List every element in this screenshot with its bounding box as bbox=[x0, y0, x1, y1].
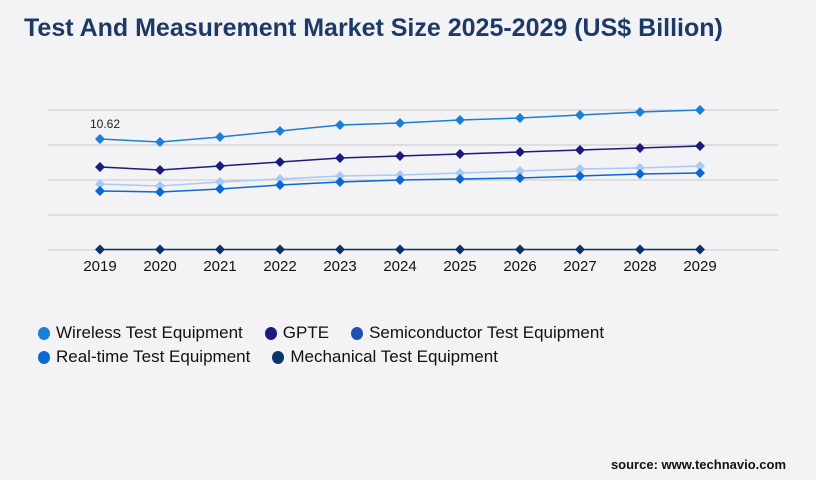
x-tick-label: 2028 bbox=[623, 258, 656, 275]
data-point bbox=[395, 151, 405, 162]
legend-label: Mechanical Test Equipment bbox=[290, 347, 498, 366]
data-point bbox=[515, 165, 525, 176]
data-point bbox=[155, 181, 165, 192]
data-point bbox=[95, 244, 105, 255]
data-point bbox=[95, 185, 105, 196]
data-point bbox=[155, 165, 165, 176]
data-point bbox=[155, 137, 165, 148]
data-point bbox=[215, 160, 225, 171]
data-point bbox=[575, 244, 585, 255]
data-point bbox=[215, 183, 225, 194]
legend-marker bbox=[38, 326, 50, 340]
data-point bbox=[275, 156, 285, 167]
data-point bbox=[335, 153, 345, 164]
data-point bbox=[575, 109, 585, 120]
data-point bbox=[635, 244, 645, 255]
legend-item: Real-time Test Equipment bbox=[38, 347, 250, 367]
data-point bbox=[695, 104, 705, 115]
legend-row-2: Real-time Test Equipment Mechanical Test… bbox=[38, 347, 498, 367]
data-point bbox=[695, 160, 705, 171]
data-point bbox=[215, 132, 225, 143]
data-point bbox=[515, 244, 525, 255]
data-point bbox=[515, 112, 525, 123]
data-point bbox=[95, 134, 105, 144]
data-point bbox=[695, 167, 705, 178]
data-point bbox=[635, 162, 645, 173]
data-point bbox=[575, 171, 585, 181]
legend-label: Semiconductor Test Equipment bbox=[369, 323, 605, 342]
data-point bbox=[95, 162, 105, 173]
legend-item: Wireless Test Equipment bbox=[38, 323, 243, 343]
data-point bbox=[275, 179, 285, 190]
x-tick-label: 2029 bbox=[683, 258, 716, 275]
data-point bbox=[455, 149, 465, 160]
data-point bbox=[455, 174, 465, 185]
legend-row-1: Wireless Test Equipment GPTE Semiconduct… bbox=[38, 323, 604, 343]
data-point bbox=[335, 176, 345, 187]
data-label: 10.62 bbox=[90, 117, 120, 131]
legend-marker bbox=[38, 350, 50, 364]
x-tick-label: 2021 bbox=[203, 258, 236, 275]
data-point bbox=[455, 114, 465, 125]
data-point bbox=[515, 146, 525, 157]
x-tick-label: 2020 bbox=[143, 258, 176, 275]
data-point bbox=[335, 171, 345, 181]
legend-item: GPTE bbox=[264, 323, 330, 343]
data-point bbox=[215, 176, 225, 187]
data-point bbox=[635, 107, 645, 118]
x-tick-label: 2023 bbox=[323, 258, 356, 275]
line-chart: 2019 2020 2021 2022 2023 2024 2025 2026 2027 2028… bbox=[48, 104, 778, 275]
x-tick-label: 2025 bbox=[443, 258, 476, 275]
data-point bbox=[395, 169, 405, 180]
data-point bbox=[635, 142, 645, 153]
x-tick-label: 2022 bbox=[263, 258, 296, 275]
legend-marker bbox=[272, 350, 285, 364]
data-point bbox=[455, 244, 465, 255]
data-point bbox=[695, 141, 705, 152]
data-point bbox=[575, 144, 585, 155]
legend-label: GPTE bbox=[282, 323, 330, 342]
legend-label: Real-time Test Equipment bbox=[56, 347, 251, 366]
data-point bbox=[515, 172, 525, 183]
data-point bbox=[395, 174, 405, 185]
source-text: source: www.technavio.com bbox=[610, 457, 786, 472]
data-point bbox=[635, 169, 645, 180]
x-tick-label: 2024 bbox=[383, 258, 416, 275]
data-point bbox=[275, 174, 285, 185]
legend-label: Wireless Test Equipment bbox=[56, 323, 243, 342]
data-point bbox=[395, 244, 405, 255]
data-point bbox=[395, 118, 405, 129]
legend-item: Semiconductor Test Equipment bbox=[351, 323, 604, 343]
data-point bbox=[155, 244, 165, 255]
data-point bbox=[575, 163, 585, 174]
data-point bbox=[455, 167, 465, 178]
data-point bbox=[335, 244, 345, 255]
data-point bbox=[215, 244, 225, 255]
data-point bbox=[155, 186, 165, 197]
legend-item: Mechanical Test Equipment bbox=[272, 347, 498, 367]
data-point bbox=[275, 244, 285, 255]
legend-marker bbox=[351, 326, 364, 340]
data-point bbox=[275, 125, 285, 136]
legend-marker bbox=[264, 326, 277, 340]
data-point bbox=[335, 119, 345, 130]
x-tick-label: 2026 bbox=[503, 258, 536, 275]
data-point bbox=[95, 179, 105, 190]
chart-title: Test And Measurement Market Size 2025-20… bbox=[24, 14, 723, 42]
data-point bbox=[695, 244, 705, 255]
x-tick-label: 2027 bbox=[563, 258, 596, 275]
x-tick-label: 2019 bbox=[83, 258, 116, 275]
